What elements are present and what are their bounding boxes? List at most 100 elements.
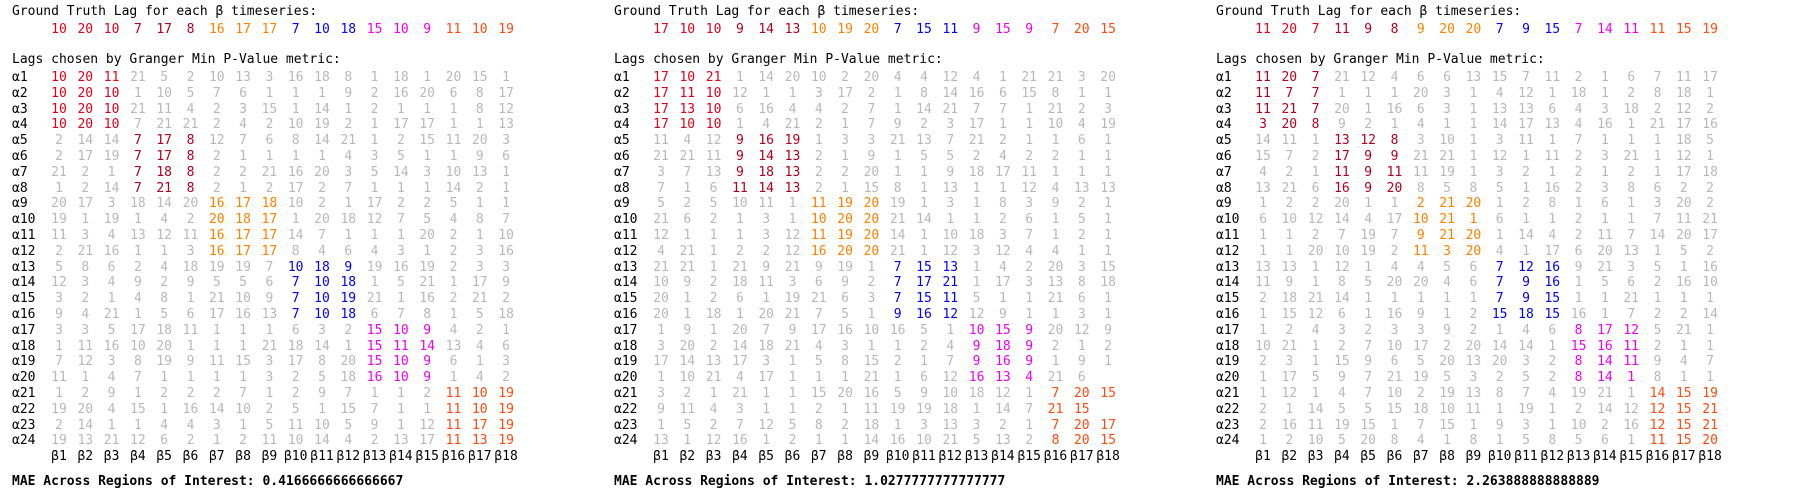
lag-cell: 13 <box>784 164 801 180</box>
lag-cell: 3 <box>1653 196 1662 212</box>
lag-cell: 3 <box>55 291 63 307</box>
ground-truth-value: 11 <box>1649 22 1666 37</box>
lag-cell: 21 <box>679 243 696 259</box>
lag-cell: 1 <box>1259 386 1267 401</box>
lag-cell: 19 <box>1412 370 1429 386</box>
lag-cell: 10 <box>1386 338 1403 354</box>
lag-cell: 4 <box>1574 101 1583 117</box>
lag-cell: 1 <box>867 338 876 354</box>
lag-cell: 2 <box>1259 291 1267 307</box>
lag-cell: 1 <box>1495 322 1504 338</box>
lag-cell: 5 <box>1522 370 1530 386</box>
lag-cell: 8 <box>814 417 823 433</box>
lag-cell: 20 <box>1702 433 1718 449</box>
lag-cell: 17 <box>653 70 669 85</box>
lag-cell: 10 <box>393 370 409 386</box>
row-label: α17 <box>12 322 36 338</box>
lag-cell: 7 <box>867 117 876 133</box>
lag-cell: 5 <box>396 149 405 164</box>
lag-cell: 18 <box>1675 133 1692 149</box>
lag-cell: 3 <box>1337 322 1346 338</box>
lag-cell: 20 <box>653 291 669 307</box>
lag-cell: 5 <box>1600 275 1609 291</box>
lag-cell: 1 <box>1051 133 1060 149</box>
column-label: β2 <box>1281 449 1298 465</box>
row-label: α14 <box>12 275 36 291</box>
lag-cell: 11 <box>182 228 199 243</box>
lag-cell: 1 <box>788 354 797 370</box>
lag-cell: 1 <box>762 433 771 449</box>
lag-cell: 1 <box>1600 85 1609 101</box>
lag-cell: 5 <box>265 417 274 433</box>
lag-cell: 2 <box>814 164 823 180</box>
row-label: α5 <box>1216 133 1232 149</box>
lag-cell: 19 <box>1100 117 1116 133</box>
ground-truth-value: 7 <box>291 22 300 37</box>
column-label: β15 <box>1017 449 1041 465</box>
lag-cell: 1 <box>814 370 823 386</box>
lag-cell: 4 <box>107 275 116 291</box>
lag-cell: 13 <box>471 164 488 180</box>
row-label: α8 <box>12 180 28 196</box>
lag-cell: 5 <box>160 307 169 322</box>
lag-cell: 1 <box>239 180 247 196</box>
lag-cell: 5 <box>657 196 665 212</box>
lag-cell: 9 <box>1390 149 1399 164</box>
lag-cell: 1 <box>972 401 981 417</box>
lag-cell: 3 <box>762 354 771 370</box>
lag-cell: 8 <box>318 354 326 370</box>
lag-cell: 2 <box>212 149 221 164</box>
lag-cell: 2 <box>291 386 300 401</box>
lag-cell: 4 <box>814 338 823 354</box>
lag-cell: 16 <box>1675 275 1692 291</box>
ground-truth-value: 9 <box>735 22 744 37</box>
lag-cell: 15 <box>1544 307 1561 322</box>
lag-cell: 9 <box>1025 322 1034 338</box>
lag-cell: 3 <box>1390 322 1399 338</box>
lag-cell: 1 <box>1653 164 1662 180</box>
lag-cell: 5 <box>1443 180 1451 196</box>
lag-cell: 8 <box>186 133 195 149</box>
lag-cell: 19 <box>1439 386 1455 401</box>
lag-cell: 20 <box>1465 196 1482 212</box>
lag-cell: 4 <box>1548 386 1557 401</box>
lag-cell: 9 <box>1051 196 1060 212</box>
lag-cell: 14 <box>77 133 94 149</box>
lag-cell: 5 <box>186 85 195 101</box>
lag-cell: 11 <box>1518 133 1534 149</box>
lag-cell: 10 <box>235 291 251 307</box>
lag-cell: 15 <box>1675 386 1692 401</box>
lag-cell: 1 <box>814 433 823 449</box>
lag-cell: 1 <box>1259 228 1267 243</box>
mae-text: MAE Across Regions of Interest: 1.027777… <box>614 474 1006 489</box>
lag-cell: 1 <box>1600 133 1609 149</box>
lag-cell: 6 <box>1469 275 1478 291</box>
column-label: β12 <box>1540 449 1565 465</box>
ground-truth-value: 14 <box>1597 22 1613 37</box>
ground-truth-value: 10 <box>810 22 827 37</box>
lag-cell: 11 <box>445 433 462 449</box>
lag-cell: 4 <box>160 212 169 228</box>
lag-cell: 21 <box>653 259 669 275</box>
lag-cell: 1 <box>841 433 849 449</box>
lag-cell: 10 <box>314 291 330 307</box>
lag-cell: 13 <box>942 259 959 275</box>
row-label: α16 <box>614 307 638 322</box>
lag-cell: 4 <box>998 149 1007 164</box>
lag-cell: 9 <box>683 322 692 338</box>
lag-cell: 16 <box>366 370 383 386</box>
row-label: α15 <box>1216 291 1240 307</box>
lag-cell: 16 <box>1702 117 1718 133</box>
lag-cell: 4 <box>1051 243 1060 259</box>
lag-cell: 15 <box>863 354 880 370</box>
lag-cell: 3 <box>762 228 771 243</box>
lag-cell: 11 <box>1465 401 1482 417</box>
lag-cell: 7 <box>1627 307 1636 322</box>
lag-cell: 20 <box>1675 228 1692 243</box>
lag-cell: 4 <box>814 101 823 117</box>
lag-cell: 11 <box>261 433 278 449</box>
lag-cell: 2 <box>212 386 221 401</box>
lag-cell: 9 <box>998 307 1007 322</box>
lag-cell: 2 <box>1574 164 1583 180</box>
lag-cell: 1 <box>1390 291 1399 307</box>
